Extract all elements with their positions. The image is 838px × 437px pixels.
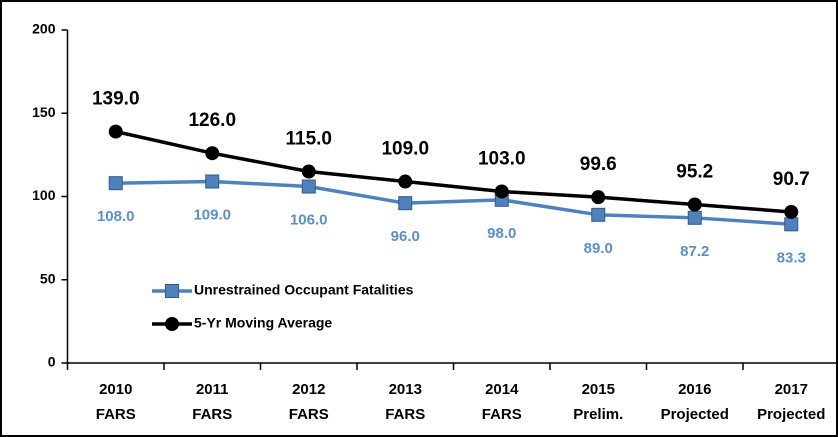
x-tick-label: FARS: [482, 406, 522, 423]
data-label: 103.0: [478, 149, 526, 170]
x-tick-label: 2012: [292, 381, 325, 398]
legend-label: Unrestrained Occupant Fatalities: [194, 282, 414, 298]
data-label: 126.0: [188, 110, 236, 131]
y-tick-label: 200: [32, 21, 56, 37]
x-tick-label: FARS: [385, 406, 425, 423]
marker: [301, 179, 316, 194]
marker: [165, 284, 179, 298]
marker: [494, 184, 509, 199]
data-label: 115.0: [286, 129, 333, 150]
marker: [784, 217, 799, 232]
x-tick-label: 2015: [582, 381, 615, 398]
x-tick-label: Prelim.: [573, 406, 623, 423]
x-tick-label: 2011: [196, 381, 229, 398]
data-label: 108.0: [97, 208, 135, 225]
data-label: 87.2: [680, 243, 709, 260]
y-tick-label: 0: [48, 354, 56, 370]
marker: [591, 207, 606, 222]
marker: [205, 146, 220, 161]
marker: [687, 210, 702, 225]
x-tick-label: 2017: [775, 381, 808, 398]
x-tick-label: Projected: [661, 406, 729, 423]
data-label: 109.0: [381, 139, 429, 160]
marker: [398, 174, 413, 189]
marker: [108, 124, 123, 139]
data-label: 96.0: [391, 228, 420, 245]
y-tick-label: 100: [32, 187, 56, 203]
y-tick-label: 50: [40, 270, 56, 286]
x-tick-label: 2016: [678, 381, 711, 398]
marker: [398, 196, 413, 211]
series-line: [115, 179, 792, 227]
x-tick-label: FARS: [96, 406, 136, 423]
data-label: 89.0: [584, 240, 613, 257]
x-tick-label: 2013: [389, 381, 422, 398]
data-label: 83.3: [777, 249, 806, 266]
data-label: 139.0: [92, 89, 140, 110]
series-line: [115, 129, 792, 214]
data-label: 98.0: [487, 225, 516, 242]
x-tick-label: Projected: [757, 406, 825, 423]
x-tick-label: FARS: [289, 406, 329, 423]
data-label: 95.2: [676, 162, 713, 183]
marker: [687, 197, 702, 212]
legend-label: 5-Yr Moving Average: [194, 315, 332, 331]
marker: [301, 164, 316, 179]
y-tick-label: 150: [32, 104, 56, 120]
marker: [165, 317, 179, 331]
data-label: 109.0: [193, 206, 231, 223]
x-tick-label: 2010: [99, 381, 132, 398]
marker: [591, 190, 606, 205]
data-label: 106.0: [290, 211, 328, 228]
data-label: 99.6: [580, 154, 617, 175]
data-label: 90.7: [773, 169, 810, 190]
marker: [108, 176, 123, 191]
marker: [205, 174, 220, 189]
marker: [784, 204, 799, 219]
x-tick-label: 2014: [485, 381, 519, 398]
x-tick-label: FARS: [192, 406, 232, 423]
